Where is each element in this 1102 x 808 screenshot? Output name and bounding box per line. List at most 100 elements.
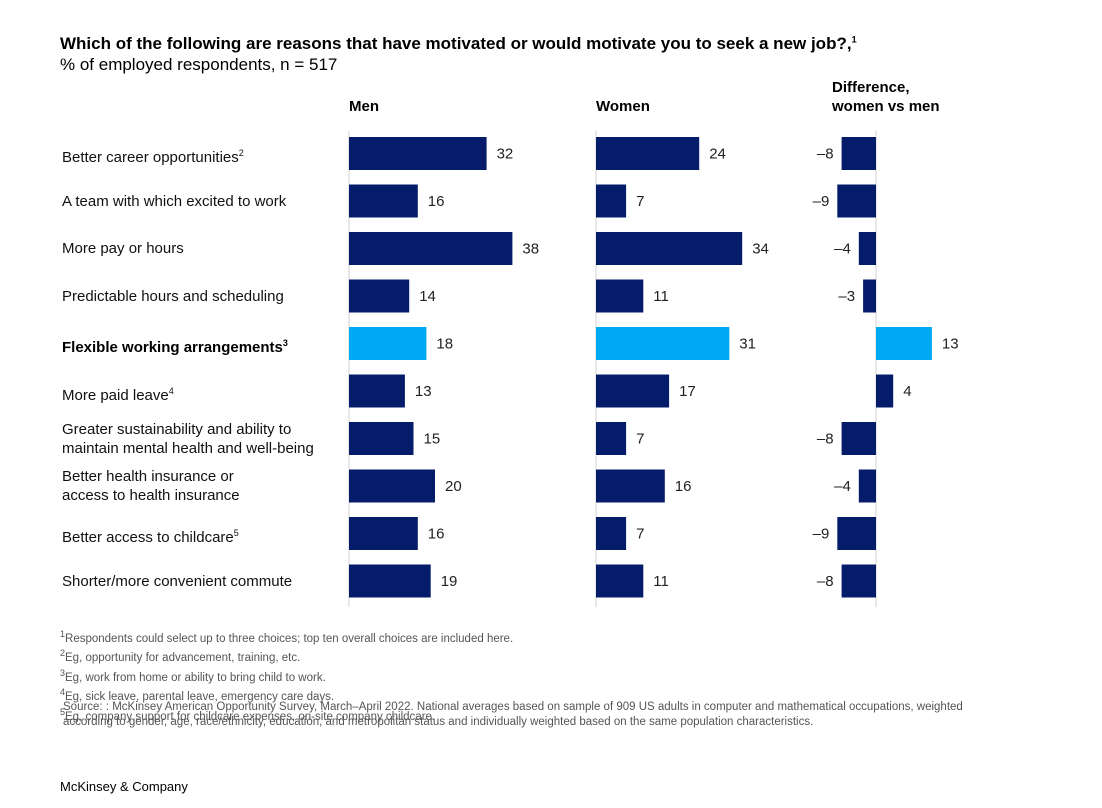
value-label-difference: –8	[817, 573, 834, 590]
bar-men	[349, 517, 418, 550]
value-label-women: 17	[679, 383, 696, 400]
category-label: More paid leave4	[62, 382, 174, 405]
value-label-difference: –3	[838, 288, 855, 305]
category-label-text: Flexible working arrangements	[62, 339, 283, 356]
category-label-text: Greater sustainability and ability to	[62, 420, 292, 438]
bar-women	[596, 564, 644, 598]
category-label-line2: access to health insurance	[62, 487, 240, 504]
category-label-line2: maintain mental health and well-being	[62, 439, 314, 457]
footnote-ref: 4	[168, 385, 174, 396]
value-label-men: 16	[428, 526, 445, 543]
footnote-ref: 3	[282, 338, 288, 348]
bar-difference	[858, 232, 876, 265]
footnote-text: Respondents could select up to three cho…	[65, 632, 514, 645]
value-label-women: 34	[752, 241, 769, 258]
category-label-line1: Better access to childcare5	[62, 524, 239, 547]
value-label-men: 15	[424, 431, 441, 448]
footnote-item: 5Eg, company support for childcare expen…	[60, 705, 513, 724]
category-label: Better career opportunities2	[62, 144, 244, 167]
value-label-difference: 4	[903, 383, 911, 400]
category-label-text: A team with which excited to work	[62, 192, 287, 210]
footnote-item: 4Eg, sick leave, parental leave, emergen…	[60, 685, 513, 704]
value-label-men: 13	[415, 383, 432, 400]
value-label-women: 16	[675, 478, 692, 495]
bar-difference	[837, 184, 876, 218]
value-label-men: 19	[441, 573, 458, 590]
category-label-line1: More pay or hours	[62, 239, 184, 258]
footnote-text: Eg, sick leave, parental leave, emergenc…	[65, 691, 335, 704]
category-label-text: Better career opportunities	[62, 149, 239, 166]
category-label-text: Shorter/more convenient commute	[62, 572, 293, 590]
value-label-women: 11	[653, 573, 669, 590]
footnotes: 1Respondents could select up to three ch…	[60, 627, 513, 724]
value-label-difference: –8	[817, 146, 834, 163]
footnote-number: 5	[60, 706, 66, 717]
category-label: Better access to childcare5	[62, 524, 239, 547]
bar-men	[349, 232, 513, 265]
bar-women	[596, 232, 743, 265]
bar-women	[596, 137, 700, 170]
footnote-number: 4	[60, 687, 66, 698]
column-header-difference: Difference, women vs men	[832, 78, 940, 116]
value-label-men: 18	[436, 336, 453, 353]
category-label-line1: Better career opportunities2	[62, 144, 244, 167]
column-header-difference-line2: women vs men	[832, 98, 940, 115]
category-label-text: Better access to childcare	[62, 529, 234, 546]
brand-logo-text: McKinsey & Company	[60, 779, 188, 794]
column-header-women: Women	[596, 98, 650, 115]
bar-difference	[876, 374, 894, 408]
bar-men	[349, 469, 435, 503]
bar-men	[349, 137, 487, 170]
category-label: Shorter/more convenient commute	[62, 572, 292, 591]
footnote-number: 2	[60, 648, 66, 659]
chart-subtitle: % of employed respondents, n = 517	[60, 55, 338, 74]
category-label-text: Better health insurance or	[62, 468, 234, 485]
category-label-line1: More paid leave4	[62, 382, 174, 405]
bar-difference	[841, 422, 876, 455]
bar-women	[596, 279, 644, 313]
bar-difference	[858, 469, 876, 503]
footnote-text: Eg, company support for childcare expens…	[65, 710, 436, 723]
value-label-women: 7	[636, 526, 644, 543]
value-label-difference: –4	[834, 478, 851, 495]
footnote-ref: 5	[233, 528, 239, 538]
bar-difference	[841, 564, 876, 598]
bar-difference	[837, 517, 876, 550]
category-label-line1: Shorter/more convenient commute	[62, 572, 292, 591]
category-label-line1: Greater sustainability and ability to	[62, 420, 314, 439]
category-label-text: More pay or hours	[62, 240, 184, 257]
footnote-ref: 2	[238, 148, 244, 158]
bar-difference	[841, 137, 876, 170]
category-label: More pay or hours	[62, 239, 184, 258]
bar-difference	[876, 327, 932, 360]
value-label-women: 7	[636, 193, 644, 210]
category-label: Flexible working arrangements3	[62, 334, 288, 357]
category-label: A team with which excited to work	[62, 192, 286, 211]
value-label-difference: –9	[813, 526, 830, 543]
category-label-line1: Better health insurance or	[62, 467, 240, 486]
bar-men	[349, 327, 427, 360]
bar-men	[349, 184, 418, 218]
category-label-text: More paid leave	[62, 386, 169, 404]
category-label-line1: Predictable hours and scheduling	[62, 287, 284, 306]
footnote-item: 1Respondents could select up to three ch…	[60, 627, 513, 646]
value-label-men: 38	[522, 241, 539, 258]
bar-women	[596, 327, 730, 360]
value-label-men: 14	[419, 288, 436, 305]
bar-difference	[863, 279, 876, 313]
footnote-item: 3Eg, work from home or ability to bring …	[60, 666, 513, 685]
value-label-women: 11	[653, 288, 669, 305]
bar-men	[349, 422, 414, 455]
column-header-men: Men	[349, 98, 379, 115]
bar-men	[349, 279, 410, 313]
source-note: Source: : McKinsey American Opportunity …	[63, 701, 963, 728]
value-label-women: 24	[709, 146, 726, 163]
value-label-difference: –4	[834, 241, 851, 258]
footnote-text: Eg, work from home or ability to bring c…	[65, 671, 326, 684]
category-label-line1: Flexible working arrangements3	[62, 334, 288, 357]
bar-women	[596, 469, 665, 503]
value-label-difference: –9	[813, 193, 830, 210]
value-label-difference: 13	[942, 336, 959, 353]
footnote-number: 3	[60, 667, 66, 678]
chart-title: Which of the following are reasons that …	[60, 34, 857, 53]
